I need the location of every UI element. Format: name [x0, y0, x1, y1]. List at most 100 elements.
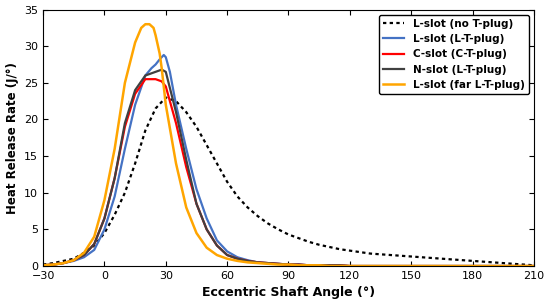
- L-slot (no T-plug): [142, 129, 148, 132]
- L-slot (no T-plug): [265, 222, 271, 225]
- N-slot (L-T-plug): [50, 263, 57, 266]
- C-slot (C-T-plug): [387, 264, 394, 268]
- C-slot (C-T-plug): [224, 253, 230, 257]
- C-slot (C-T-plug): [490, 264, 496, 268]
- N-slot (L-T-plug): [326, 264, 333, 267]
- L-slot (far L-T-plug): [326, 264, 333, 268]
- C-slot (C-T-plug): [531, 264, 537, 268]
- L-slot (no T-plug): [531, 264, 537, 267]
- L-slot (far L-T-plug): [316, 264, 322, 267]
- N-slot (L-T-plug): [520, 264, 527, 268]
- C-slot (C-T-plug): [265, 261, 271, 265]
- N-slot (L-T-plug): [265, 261, 271, 265]
- N-slot (L-T-plug): [81, 253, 87, 257]
- N-slot (L-T-plug): [490, 264, 496, 268]
- C-slot (C-T-plug): [275, 262, 282, 266]
- L-slot (no T-plug): [326, 245, 333, 249]
- N-slot (L-T-plug): [480, 264, 486, 268]
- C-slot (C-T-plug): [520, 264, 527, 268]
- L-slot (no T-plug): [173, 99, 179, 103]
- N-slot (L-T-plug): [469, 264, 476, 268]
- C-slot (C-T-plug): [213, 244, 220, 247]
- L-slot (L-T-plug): [40, 264, 46, 267]
- L-slot (far L-T-plug): [377, 264, 384, 268]
- Line: L-slot (L-T-plug): L-slot (L-T-plug): [43, 55, 534, 266]
- C-slot (C-T-plug): [122, 125, 128, 129]
- L-slot (no T-plug): [204, 143, 210, 147]
- N-slot (L-T-plug): [306, 264, 312, 267]
- L-slot (no T-plug): [377, 253, 384, 256]
- Y-axis label: Heat Release Rate (J/°): Heat Release Rate (J/°): [6, 62, 19, 214]
- N-slot (L-T-plug): [367, 264, 373, 268]
- L-slot (no T-plug): [295, 236, 302, 240]
- C-slot (C-T-plug): [418, 264, 425, 268]
- N-slot (L-T-plug): [213, 244, 220, 247]
- C-slot (C-T-plug): [510, 264, 517, 268]
- N-slot (L-T-plug): [132, 88, 139, 92]
- L-slot (no T-plug): [122, 191, 128, 195]
- N-slot (L-T-plug): [91, 242, 97, 246]
- L-slot (no T-plug): [40, 263, 46, 266]
- N-slot (L-T-plug): [70, 258, 77, 262]
- N-slot (L-T-plug): [336, 264, 343, 267]
- N-slot (L-T-plug): [408, 264, 415, 268]
- L-slot (no T-plug): [336, 247, 343, 251]
- L-slot (no T-plug): [316, 243, 322, 247]
- L-slot (no T-plug): [438, 257, 445, 260]
- L-slot (no T-plug): [357, 250, 364, 254]
- C-slot (C-T-plug): [336, 264, 343, 267]
- L-slot (no T-plug): [70, 257, 77, 260]
- L-slot (far L-T-plug): [295, 264, 302, 267]
- C-slot (C-T-plug): [295, 263, 302, 266]
- N-slot (L-T-plug): [111, 176, 118, 180]
- N-slot (L-T-plug): [173, 110, 179, 114]
- C-slot (C-T-plug): [469, 264, 476, 268]
- N-slot (L-T-plug): [510, 264, 517, 268]
- C-slot (C-T-plug): [480, 264, 486, 268]
- C-slot (C-T-plug): [158, 80, 165, 83]
- L-slot (no T-plug): [111, 213, 118, 217]
- C-slot (C-T-plug): [234, 257, 241, 260]
- L-slot (no T-plug): [480, 260, 486, 264]
- C-slot (C-T-plug): [377, 264, 384, 268]
- N-slot (L-T-plug): [204, 228, 210, 231]
- C-slot (C-T-plug): [193, 202, 200, 206]
- N-slot (L-T-plug): [531, 264, 537, 268]
- N-slot (L-T-plug): [295, 263, 302, 266]
- C-slot (C-T-plug): [367, 264, 373, 268]
- C-slot (C-T-plug): [500, 264, 507, 268]
- C-slot (C-T-plug): [70, 258, 77, 262]
- L-slot (no T-plug): [213, 162, 220, 165]
- C-slot (C-T-plug): [408, 264, 415, 268]
- L-slot (no T-plug): [255, 214, 261, 218]
- L-slot (no T-plug): [101, 231, 108, 235]
- L-slot (no T-plug): [81, 251, 87, 255]
- C-slot (C-T-plug): [438, 264, 445, 268]
- L-slot (no T-plug): [275, 228, 282, 231]
- L-slot (no T-plug): [346, 249, 353, 253]
- L-slot (no T-plug): [183, 110, 190, 114]
- N-slot (L-T-plug): [101, 217, 108, 220]
- L-slot (no T-plug): [306, 240, 312, 244]
- C-slot (C-T-plug): [183, 165, 190, 169]
- C-slot (C-T-plug): [50, 263, 57, 266]
- L-slot (L-T-plug): [367, 264, 373, 268]
- L-slot (no T-plug): [367, 252, 373, 255]
- L-slot (no T-plug): [193, 125, 200, 129]
- N-slot (L-T-plug): [234, 257, 241, 260]
- C-slot (C-T-plug): [449, 264, 455, 268]
- C-slot (C-T-plug): [40, 264, 46, 267]
- L-slot (no T-plug): [428, 256, 435, 260]
- C-slot (C-T-plug): [459, 264, 466, 268]
- L-slot (far L-T-plug): [531, 264, 537, 268]
- N-slot (L-T-plug): [40, 264, 46, 267]
- Legend: L-slot (no T-plug), L-slot (L-T-plug), C-slot (C-T-plug), N-slot (L-T-plug), L-s: L-slot (no T-plug), L-slot (L-T-plug), C…: [379, 15, 529, 94]
- L-slot (no T-plug): [387, 253, 394, 257]
- N-slot (L-T-plug): [193, 202, 200, 206]
- L-slot (L-T-plug): [316, 264, 322, 267]
- C-slot (C-T-plug): [162, 85, 169, 88]
- L-slot (no T-plug): [285, 233, 292, 236]
- C-slot (C-T-plug): [326, 264, 333, 267]
- N-slot (L-T-plug): [275, 262, 282, 266]
- L-slot (far L-T-plug): [204, 246, 210, 249]
